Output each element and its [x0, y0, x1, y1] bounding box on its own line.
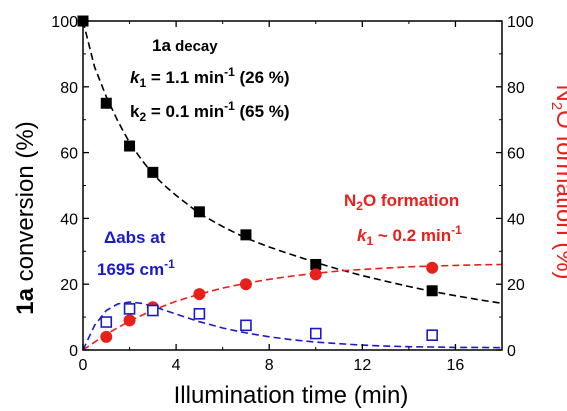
annotation-n2o-title-post: O formation — [363, 191, 459, 210]
annotation-n2o-k: k1 ~ 0.2 min-1 — [357, 223, 462, 248]
data-point — [193, 308, 206, 320]
annotation-k1-decay-sub: 1 — [139, 76, 146, 90]
y-tick-label-left: 40 — [60, 211, 78, 228]
annotation-n2o-k-sup: -1 — [451, 223, 462, 237]
data-point — [193, 288, 206, 301]
y-tick-label-left: 0 — [69, 343, 78, 360]
y-tick-label-right: 80 — [507, 80, 525, 97]
y-axis-title-right-post: O formation (%) — [551, 110, 567, 279]
annotation-k2-decay-text: = 0.1 min — [146, 102, 224, 121]
data-markers — [77, 15, 439, 343]
data-point — [123, 314, 136, 327]
annotation-decay-title-rest: decay — [171, 38, 218, 55]
annotation-n2o-k-sub: 1 — [366, 234, 373, 248]
annotation-k1-decay-sup: -1 — [224, 65, 235, 79]
data-point — [426, 329, 438, 341]
fit-curve — [82, 20, 503, 305]
y-tick-label-left: 80 — [60, 80, 78, 97]
data-point — [193, 206, 205, 218]
x-axis-title: Illumination time (min) — [174, 382, 409, 409]
annotation-k1-decay: k1 = 1.1 min-1 (26 %) — [130, 65, 290, 90]
data-point — [100, 316, 113, 328]
data-point — [147, 304, 159, 317]
annotation-k1-decay-k: k — [130, 68, 141, 87]
y-axis-title-right-pre: N — [551, 84, 567, 101]
data-point — [426, 285, 438, 297]
annotation-k2-decay-tail: (65 %) — [235, 102, 290, 121]
annotation-k1-decay-text: = 1.1 min — [146, 68, 224, 87]
x-tick-label: 4 — [172, 357, 181, 374]
data-point — [310, 258, 322, 270]
y-axis-title-right-sub: 2 — [548, 102, 565, 110]
annotation-abs-line2: 1695 cm-1 — [97, 257, 175, 279]
y-tick-label-right: 100 — [507, 14, 534, 31]
annotation-k2-decay-sup: -1 — [224, 99, 235, 113]
y-tick-label-left: 60 — [60, 146, 78, 163]
annotation-k1-decay-tail: (26 %) — [235, 68, 290, 87]
data-point — [147, 166, 159, 178]
annotation-n2o-title-sub: 2 — [356, 199, 363, 213]
data-point — [124, 140, 136, 152]
y-tick-label-right: 60 — [507, 146, 525, 163]
annotation-n2o-k-text: ~ 0.2 min — [373, 226, 451, 245]
data-point — [426, 261, 439, 274]
data-point — [100, 330, 113, 343]
annotation-n2o-k-k: k — [357, 226, 368, 245]
annotation-n2o-title: N2O formation — [344, 191, 459, 213]
y-axis-title-right: N2O formation (%) — [548, 84, 567, 279]
fit-curve — [82, 301, 503, 351]
data-point — [239, 278, 252, 291]
data-point — [123, 303, 136, 315]
data-point — [100, 97, 112, 109]
x-tick-label: 12 — [353, 357, 371, 374]
annotation-n2o-title-pre: N — [344, 191, 356, 210]
y-tick-label-left: 20 — [60, 277, 78, 294]
annotation-decay-title-bold: 1a — [152, 36, 171, 55]
y-tick-label-left: 100 — [51, 14, 78, 31]
y-axis-title-left: 1a conversion (%) — [12, 121, 39, 314]
annotation-k2-decay: k2 = 0.1 min-1 (65 %) — [130, 99, 290, 124]
data-point — [309, 268, 322, 281]
x-tick-label: 0 — [79, 357, 88, 374]
annotation-abs-line2-sup: -1 — [164, 257, 175, 271]
annotation-abs-line2-text: 1695 cm — [97, 260, 164, 279]
annotation-k2-decay-k: k — [130, 102, 140, 121]
x-tick-label: 8 — [265, 357, 274, 374]
x-tick-label: 16 — [447, 357, 465, 374]
y-tick-label-right: 20 — [507, 277, 525, 294]
y-tick-label-right: 40 — [507, 211, 525, 228]
data-point — [240, 319, 252, 332]
data-point — [240, 229, 252, 241]
data-point — [309, 327, 322, 340]
y-tick-label-right: 0 — [507, 343, 516, 360]
y-axis-title-left-rest: conversion (%) — [12, 121, 39, 288]
annotation-abs-line1: Δabs at — [104, 228, 166, 247]
y-axis-title-left-bold: 1a — [12, 287, 39, 314]
annotation-decay-title: 1a decay — [152, 36, 218, 55]
annotation-k2-decay-sub: 2 — [139, 110, 146, 124]
